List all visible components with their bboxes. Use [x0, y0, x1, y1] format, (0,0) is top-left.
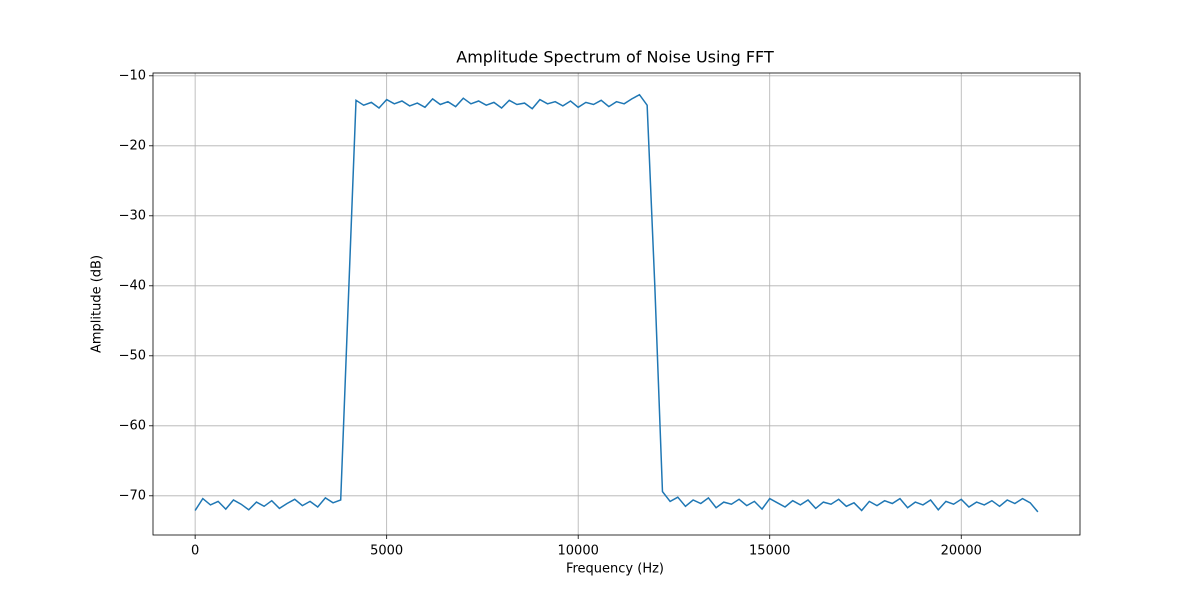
y-tick-label: −70	[119, 488, 146, 503]
data-line	[194, 93, 1039, 513]
x-tick-label: 15000	[749, 544, 790, 559]
y-tick-label: −40	[119, 278, 146, 293]
y-tick-label: −50	[119, 348, 146, 363]
y-axis-label: Amplitude (dB)	[90, 255, 105, 353]
y-tick-label: −60	[119, 418, 146, 433]
y-tick-label: −10	[119, 68, 146, 83]
y-tick-label: −20	[119, 138, 146, 153]
chart-title: Amplitude Spectrum of Noise Using FFT	[456, 48, 774, 67]
x-tick-label: 5000	[370, 544, 403, 559]
x-tick-label: 0	[191, 544, 199, 559]
plot-frame	[152, 72, 1081, 536]
x-axis-label: Frequency (Hz)	[566, 562, 664, 577]
x-tick-label: 20000	[941, 544, 982, 559]
x-tick-label: 10000	[558, 544, 599, 559]
y-tick-label: −30	[119, 208, 146, 223]
